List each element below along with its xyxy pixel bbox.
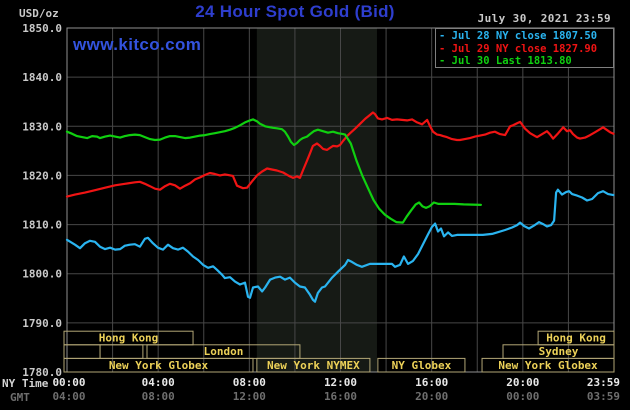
- y-tick-label: 1840.0: [22, 71, 62, 84]
- session-box: [63, 344, 101, 359]
- x-tick-label-nytime: 04:00: [142, 376, 175, 389]
- x-tick-label-gmt: 00:00: [506, 390, 539, 403]
- y-tick-label: 1820.0: [22, 169, 62, 182]
- session-label: Hong Kong: [99, 332, 159, 345]
- page-title: 24 Hour Spot Gold (Bid): [195, 2, 395, 21]
- session-label: New York Globex: [498, 359, 598, 372]
- x-tick-label-nytime: 23:59: [587, 376, 620, 389]
- x-tick-label-nytime: 12:00: [324, 376, 357, 389]
- session-box: [63, 357, 254, 373]
- x-tick-label-gmt: 08:00: [142, 390, 175, 403]
- ny-time-axis-caption: NY Time: [2, 377, 49, 390]
- x-tick-label-gmt: 20:00: [415, 390, 448, 403]
- session-box: [481, 357, 615, 373]
- legend-item-jul29: - Jul 29 NY close 1827.90: [439, 42, 598, 55]
- y-tick-label: 1800.0: [22, 268, 62, 281]
- price-line-jul30: [65, 118, 482, 224]
- session-label: New York Globex: [109, 359, 209, 372]
- session-label: Hong Kong: [546, 332, 606, 345]
- y-tick-label: 1810.0: [22, 219, 62, 232]
- x-tick-label-nytime: 20:00: [506, 376, 539, 389]
- price-line-jul28: [65, 188, 615, 303]
- session-label: New York NYMEX: [267, 359, 360, 372]
- legend: - Jul 28 NY close 1807.50 - Jul 29 NY cl…: [435, 28, 614, 68]
- nymex-shaded-band: [256, 28, 377, 372]
- y-tick-label: 1850.0: [22, 22, 62, 35]
- chart-datetime: July 30, 2021 23:59: [477, 12, 611, 25]
- x-tick-label-nytime: 16:00: [415, 376, 448, 389]
- legend-item-jul30: - Jul 30 Last 1813.80: [439, 55, 572, 67]
- x-tick-label-gmt: 04:00: [52, 390, 85, 403]
- legend-item-jul28: - Jul 28 NY close 1807.50: [439, 30, 598, 42]
- session-box: [377, 357, 466, 373]
- kitco-watermark: www.kitco.com: [73, 35, 202, 54]
- x-tick-label-gmt: 16:00: [324, 390, 357, 403]
- x-tick-label-nytime: 08:00: [233, 376, 266, 389]
- x-tick-label-gmt: 12:00: [233, 390, 266, 403]
- price-line-jul29: [65, 111, 615, 198]
- y-tick-label: 1830.0: [22, 120, 62, 133]
- y-tick-label: 1780.0: [22, 366, 62, 379]
- x-tick-label-gmt: 03:59: [587, 390, 620, 403]
- session-label: London: [204, 345, 244, 358]
- gmt-axis-caption: GMT: [10, 391, 30, 404]
- usd-per-oz-label: USD/oz: [19, 7, 59, 20]
- y-tick-label: 1790.0: [22, 317, 62, 330]
- session-label: Sydney: [539, 345, 579, 358]
- session-box: [99, 344, 144, 359]
- x-tick-label-nytime: 00:00: [52, 376, 85, 389]
- session-box: [256, 357, 371, 373]
- session-label: NY Globex: [392, 359, 452, 372]
